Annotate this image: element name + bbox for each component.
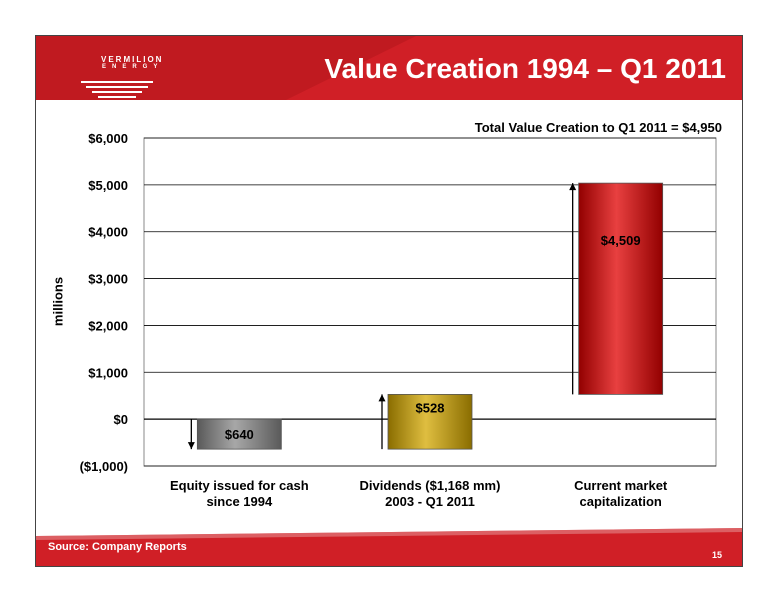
logo-name: VERMILION	[101, 55, 164, 64]
y-tick-label: $5,000	[88, 178, 128, 193]
bar	[196, 418, 282, 450]
page-number: 15	[711, 550, 722, 560]
total-value-label: Total Value Creation to Q1 2011 = $4,950	[474, 120, 722, 135]
x-tick-label: Equity issued for cash	[170, 478, 309, 493]
slide: VERMILION ENERGY Value Creation 1994 – Q…	[35, 35, 743, 567]
x-tick-label: Dividends ($1,168 mm)	[360, 478, 501, 493]
x-tick-label: Current market	[574, 478, 668, 493]
x-tick-label: since 1994	[206, 494, 273, 509]
y-tick-label: $6,000	[88, 131, 128, 146]
arrow-head	[187, 442, 195, 450]
slide-title: Value Creation 1994 – Q1 2011	[324, 53, 726, 84]
data-label: $4,509	[601, 233, 641, 248]
y-tick-label: $4,000	[88, 225, 128, 240]
y-tick-label: $0	[114, 412, 128, 427]
y-tick-label: ($1,000)	[80, 459, 128, 474]
y-tick-label: $1,000	[88, 365, 128, 380]
logo-subtitle: ENERGY	[102, 64, 164, 70]
y-tick-label: $3,000	[88, 272, 128, 287]
data-label: $640	[225, 427, 254, 442]
data-label: $528	[416, 400, 445, 415]
y-axis-label: millions	[50, 276, 66, 327]
source-note: Source: Company Reports	[48, 541, 187, 553]
header-banner	[36, 36, 742, 100]
arrow-head	[378, 394, 386, 402]
bar	[578, 182, 664, 395]
y-tick-label: $2,000	[88, 318, 128, 333]
bar	[387, 394, 473, 450]
footer-banner	[36, 528, 742, 566]
x-tick-label: 2003 - Q1 2011	[385, 494, 475, 509]
chart: $6,000 $5,000 $4,000 $3,000 $2,000 $1,000 $0 ($…	[80, 131, 717, 509]
x-tick-label: capitalization	[579, 494, 661, 509]
logo-icon	[81, 81, 153, 98]
arrow-head	[569, 183, 577, 191]
